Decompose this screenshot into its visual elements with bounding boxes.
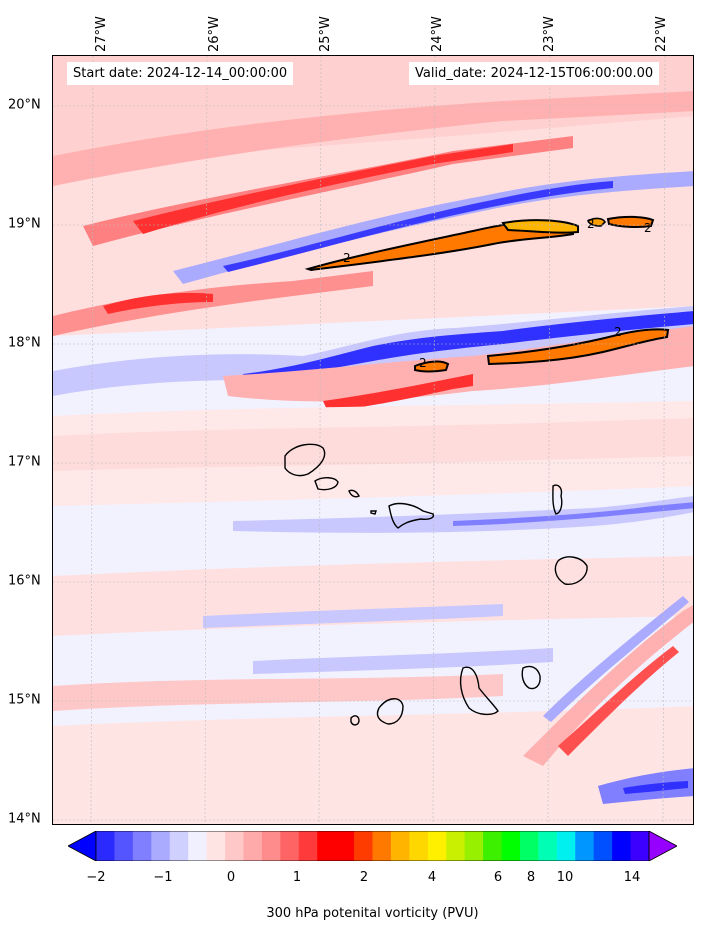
colorbar-swatch	[280, 831, 300, 861]
lat-label: 19°N	[8, 216, 41, 232]
lat-label: 17°N	[8, 454, 41, 470]
lon-label: 22°W	[654, 16, 669, 52]
lon-label: 26°W	[207, 16, 222, 52]
island-sao-vicente	[314, 477, 339, 491]
colorbar-swatch	[298, 831, 318, 861]
island-sao-nicolau	[388, 502, 435, 529]
colorbar	[68, 831, 677, 861]
lat-label: 16°N	[8, 573, 41, 589]
colorbar-swatch	[96, 831, 115, 861]
colorbar-tick-label: 1	[292, 870, 302, 885]
map-panel: 2 2 2 2 2	[52, 55, 694, 825]
colorbar-swatch	[335, 831, 355, 861]
colorbar-tick-label: −2	[86, 870, 106, 885]
colorbar-swatch	[354, 831, 373, 861]
colorbar-swatch	[317, 831, 337, 861]
colorbar-swatch	[446, 831, 466, 861]
colorbar-swatch	[390, 831, 410, 861]
contour-label: 2	[343, 251, 351, 265]
colorbar-swatch	[114, 831, 134, 861]
colorbar-swatch	[372, 831, 392, 861]
colorbar-swatch	[169, 831, 189, 861]
contour-label: 2	[419, 356, 427, 370]
colorbar-extend-high	[648, 831, 677, 861]
lon-label: 25°W	[318, 16, 333, 52]
contour-label: 2	[614, 325, 622, 339]
vorticity-field: 2 2 2 2 2	[53, 56, 693, 824]
island-fogo	[376, 698, 404, 725]
colorbar-swatch	[188, 831, 208, 861]
valid-date-label: Valid_date: 2024-12-15T06:00:00.00	[409, 62, 660, 85]
island-raso	[370, 510, 377, 515]
island-maio	[521, 665, 541, 690]
island-boa-vista	[554, 556, 588, 585]
lon-label: 24°W	[430, 16, 445, 52]
lat-label: 18°N	[8, 335, 41, 351]
colorbar-tick-label: 4	[427, 870, 437, 885]
colorbar-tick-label: 6	[493, 870, 503, 885]
colorbar-tick-label: 8	[526, 870, 536, 885]
colorbar-swatch	[483, 831, 503, 861]
colorbar-swatch	[538, 831, 558, 861]
colorbar-outline	[95, 831, 650, 861]
colorbar-swatch	[519, 831, 539, 861]
lat-label: 20°N	[8, 97, 41, 113]
island-santo-antao	[284, 443, 326, 477]
coastlines	[284, 443, 588, 726]
colorbar-tick-label: 10	[556, 870, 574, 885]
colorbar-swatch	[409, 831, 429, 861]
colorbar-tick-label: 2	[359, 870, 369, 885]
contour-label: 2	[644, 221, 652, 235]
colorbar-tick-label: −1	[153, 870, 173, 885]
lat-label: 14°N	[8, 811, 41, 827]
island-brava	[350, 715, 360, 726]
island-sal	[552, 484, 563, 515]
lon-label: 27°W	[94, 16, 109, 52]
start-date-label: Start date: 2024-12-14_00:00:00	[67, 62, 294, 85]
colorbar-swatch	[612, 831, 632, 861]
colorbar-swatch	[575, 831, 595, 861]
island-santiago	[459, 666, 499, 716]
colorbar-tick-label: 14	[623, 870, 641, 885]
lat-label: 15°N	[8, 692, 41, 708]
colorbar-swatch	[243, 831, 263, 861]
colorbar-swatch	[501, 831, 521, 861]
colorbar-swatch	[593, 831, 613, 861]
colorbar-swatch	[151, 831, 171, 861]
colorbar-swatch	[427, 831, 447, 861]
colorbar-swatch	[556, 831, 576, 861]
colorbar-swatch	[132, 831, 152, 861]
colorbar-swatch	[464, 831, 484, 861]
colorbar-swatch	[206, 831, 226, 861]
contour-label: 2	[587, 217, 595, 231]
colorbar-swatch	[225, 831, 244, 861]
lon-label: 23°W	[542, 16, 557, 52]
colorbar-extend-low	[68, 831, 97, 861]
colorbar-tick-label: 0	[226, 870, 236, 885]
island-santa-luzia	[348, 489, 360, 498]
colorbar-swatch	[261, 831, 281, 861]
colorbar-label: 300 hPa potenital vorticity (PVU)	[266, 906, 479, 921]
colorbar-swatch	[630, 831, 650, 861]
